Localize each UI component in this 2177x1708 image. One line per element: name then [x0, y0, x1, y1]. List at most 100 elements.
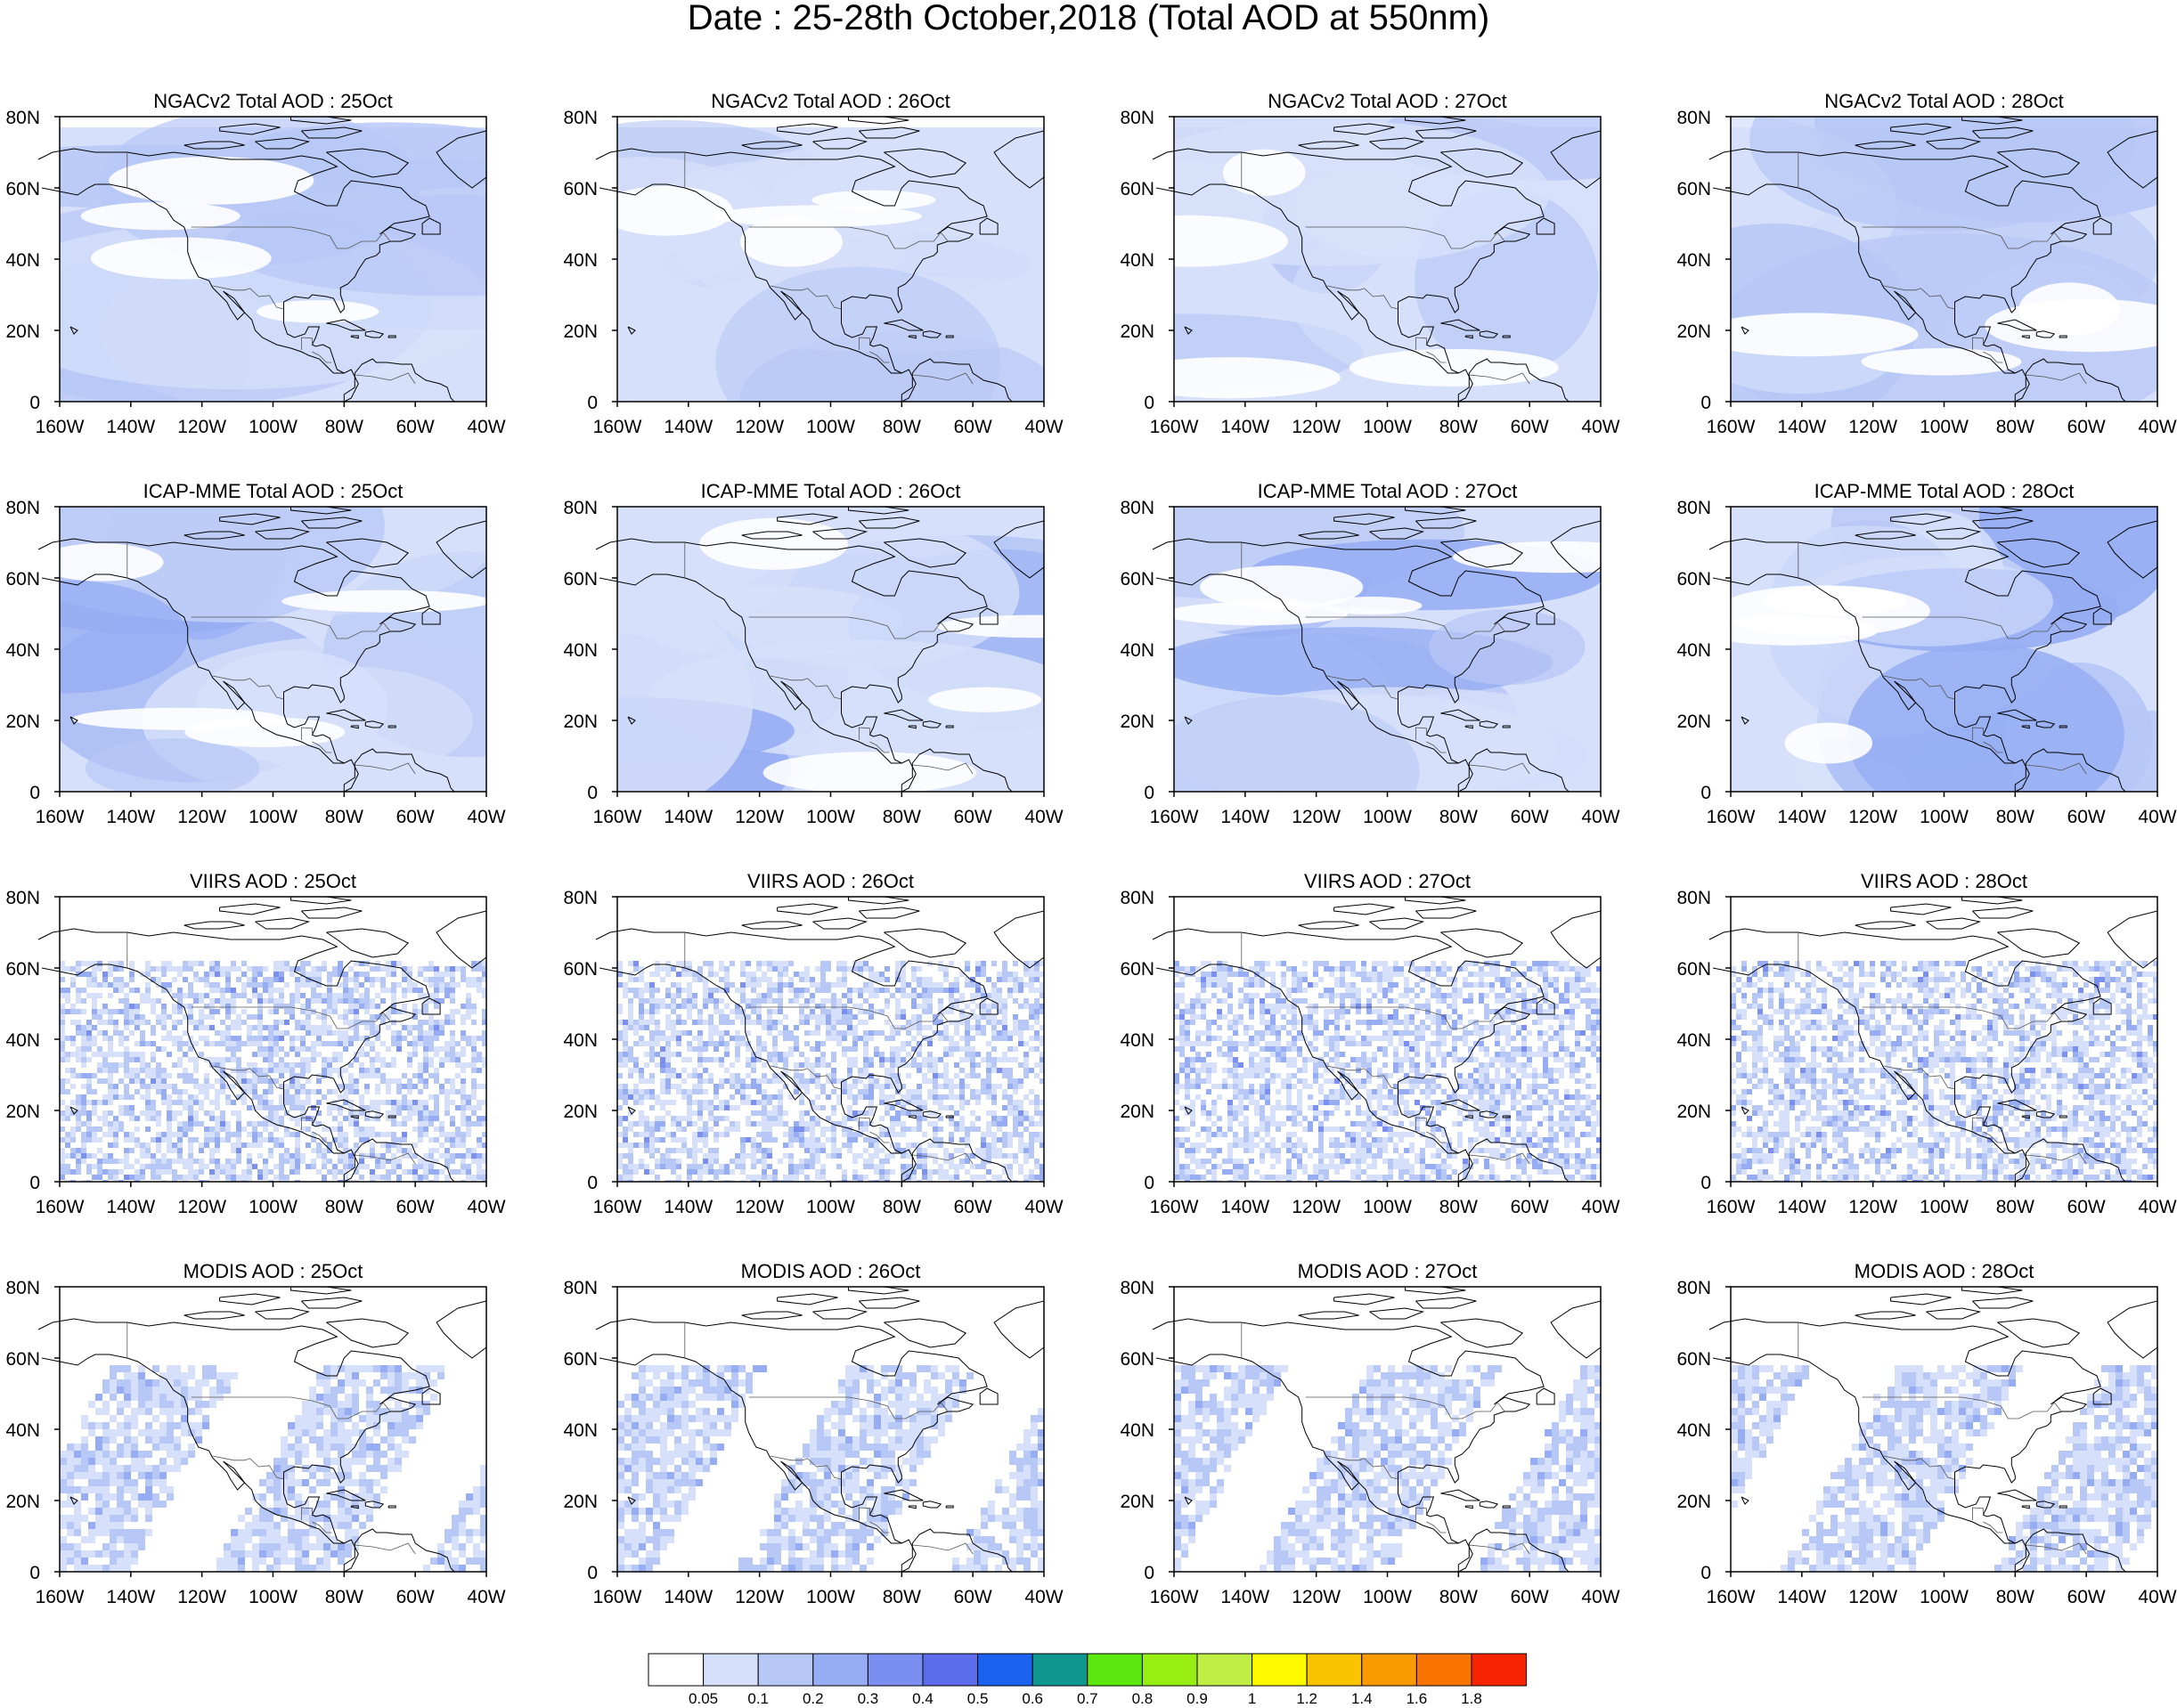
- aod-retrieval: [655, 1052, 660, 1057]
- aod-retrieval: [671, 1121, 676, 1126]
- aod-retrieval: [868, 1057, 874, 1062]
- aod-retrieval: [172, 1009, 177, 1014]
- aod-retrieval: [703, 1100, 708, 1105]
- aod-retrieval: [943, 1148, 949, 1153]
- aod-retrieval: [402, 988, 407, 993]
- aod-retrieval: [649, 1121, 655, 1126]
- aod-retrieval: [1345, 982, 1350, 988]
- aod-retrieval: [86, 1036, 92, 1041]
- aod-retrieval: [354, 1180, 359, 1182]
- aod-retrieval: [623, 1030, 628, 1036]
- aod-retrieval: [1002, 977, 1007, 982]
- aod-retrieval: [746, 961, 751, 966]
- aod-retrieval: [322, 1030, 327, 1036]
- aod-retrieval: [257, 1041, 263, 1046]
- aod-retrieval: [1297, 972, 1302, 977]
- aod-retrieval: [364, 1009, 370, 1014]
- aod-retrieval: [386, 1046, 391, 1052]
- aod-retrieval: [241, 1100, 247, 1105]
- aod-retrieval: [863, 1020, 868, 1025]
- aod-retrieval: [1238, 998, 1243, 1004]
- aod-retrieval: [917, 1100, 922, 1105]
- y-tick-label: 20N: [5, 1102, 40, 1122]
- aod-retrieval: [740, 1094, 746, 1100]
- clean-air-region: [1222, 149, 1306, 196]
- aod-retrieval: [639, 1180, 644, 1182]
- aod-retrieval: [1521, 993, 1527, 998]
- aod-retrieval: [263, 1121, 268, 1126]
- aod-retrieval: [434, 1030, 439, 1036]
- aod-retrieval: [724, 1020, 730, 1025]
- aod-retrieval: [1495, 977, 1500, 982]
- aod-retrieval: [655, 988, 660, 993]
- aod-retrieval: [295, 988, 300, 993]
- island-outline: [421, 607, 441, 625]
- aod-retrieval: [124, 1153, 129, 1159]
- aod-retrieval: [231, 1004, 236, 1009]
- aod-retrieval: [322, 998, 327, 1004]
- aod-retrieval: [868, 1078, 874, 1084]
- aod-retrieval: [735, 1164, 740, 1169]
- aod-retrieval: [633, 961, 639, 966]
- aod-retrieval: [129, 1105, 135, 1110]
- aod-retrieval: [1543, 982, 1548, 988]
- island-outline: [627, 1106, 636, 1115]
- aod-retrieval: [1366, 998, 1372, 1004]
- aod-retrieval: [820, 998, 826, 1004]
- aod-retrieval: [762, 1025, 767, 1030]
- aod-retrieval: [810, 1014, 815, 1020]
- aod-retrieval: [868, 1121, 874, 1126]
- aod-retrieval: [1217, 998, 1222, 1004]
- aod-retrieval: [375, 993, 380, 998]
- aod-retrieval: [273, 1143, 279, 1148]
- aod-retrieval: [354, 1169, 359, 1175]
- aod-retrieval: [623, 1116, 628, 1121]
- aod-retrieval: [257, 1068, 263, 1073]
- aod-retrieval: [225, 1084, 231, 1089]
- aod-retrieval: [1018, 1148, 1023, 1153]
- aod-retrieval: [295, 982, 300, 988]
- clean-air-region: [762, 752, 977, 792]
- aod-retrieval: [434, 1020, 439, 1025]
- aod-retrieval: [209, 1025, 215, 1030]
- aod-retrieval: [788, 1143, 794, 1148]
- aod-retrieval: [901, 1169, 906, 1175]
- aod-retrieval: [1023, 1020, 1029, 1025]
- aod-retrieval: [1201, 998, 1206, 1004]
- aod-retrieval: [901, 1084, 906, 1089]
- aod-retrieval: [92, 966, 97, 972]
- aod-retrieval: [391, 1164, 396, 1169]
- aod-retrieval: [954, 1164, 959, 1169]
- aod-retrieval: [273, 988, 279, 993]
- aod-retrieval: [649, 982, 655, 988]
- aod-retrieval: [450, 1020, 455, 1025]
- aod-retrieval: [676, 1084, 681, 1089]
- aod-retrieval: [644, 1009, 649, 1014]
- aod-retrieval: [1276, 993, 1281, 998]
- aod-retrieval: [970, 982, 975, 988]
- aod-retrieval: [1018, 1025, 1023, 1030]
- aod-retrieval: [338, 1094, 343, 1100]
- aod-retrieval: [92, 1004, 97, 1009]
- aod-retrieval: [868, 1153, 874, 1159]
- aod-retrieval: [975, 1030, 981, 1036]
- aod-retrieval: [295, 977, 300, 982]
- aod-retrieval: [1243, 993, 1249, 998]
- aod-retrieval: [1473, 982, 1479, 988]
- aod-retrieval: [300, 1089, 306, 1094]
- panel-title: ICAP-MME Total AOD : 26Oct: [701, 480, 961, 502]
- aod-retrieval: [740, 1041, 746, 1046]
- aod-retrieval: [231, 998, 236, 1004]
- aod-retrieval: [423, 1159, 428, 1164]
- aod-retrieval: [215, 1143, 220, 1148]
- aod-retrieval: [1388, 966, 1393, 972]
- aod-retrieval: [306, 1062, 311, 1068]
- aod-retrieval: [815, 1062, 820, 1068]
- aod-retrieval: [1356, 972, 1361, 977]
- x-tick-label: 120W: [735, 807, 784, 827]
- aod-retrieval: [97, 1100, 102, 1105]
- aod-retrieval: [676, 1052, 681, 1057]
- aod-retrieval: [767, 1148, 772, 1153]
